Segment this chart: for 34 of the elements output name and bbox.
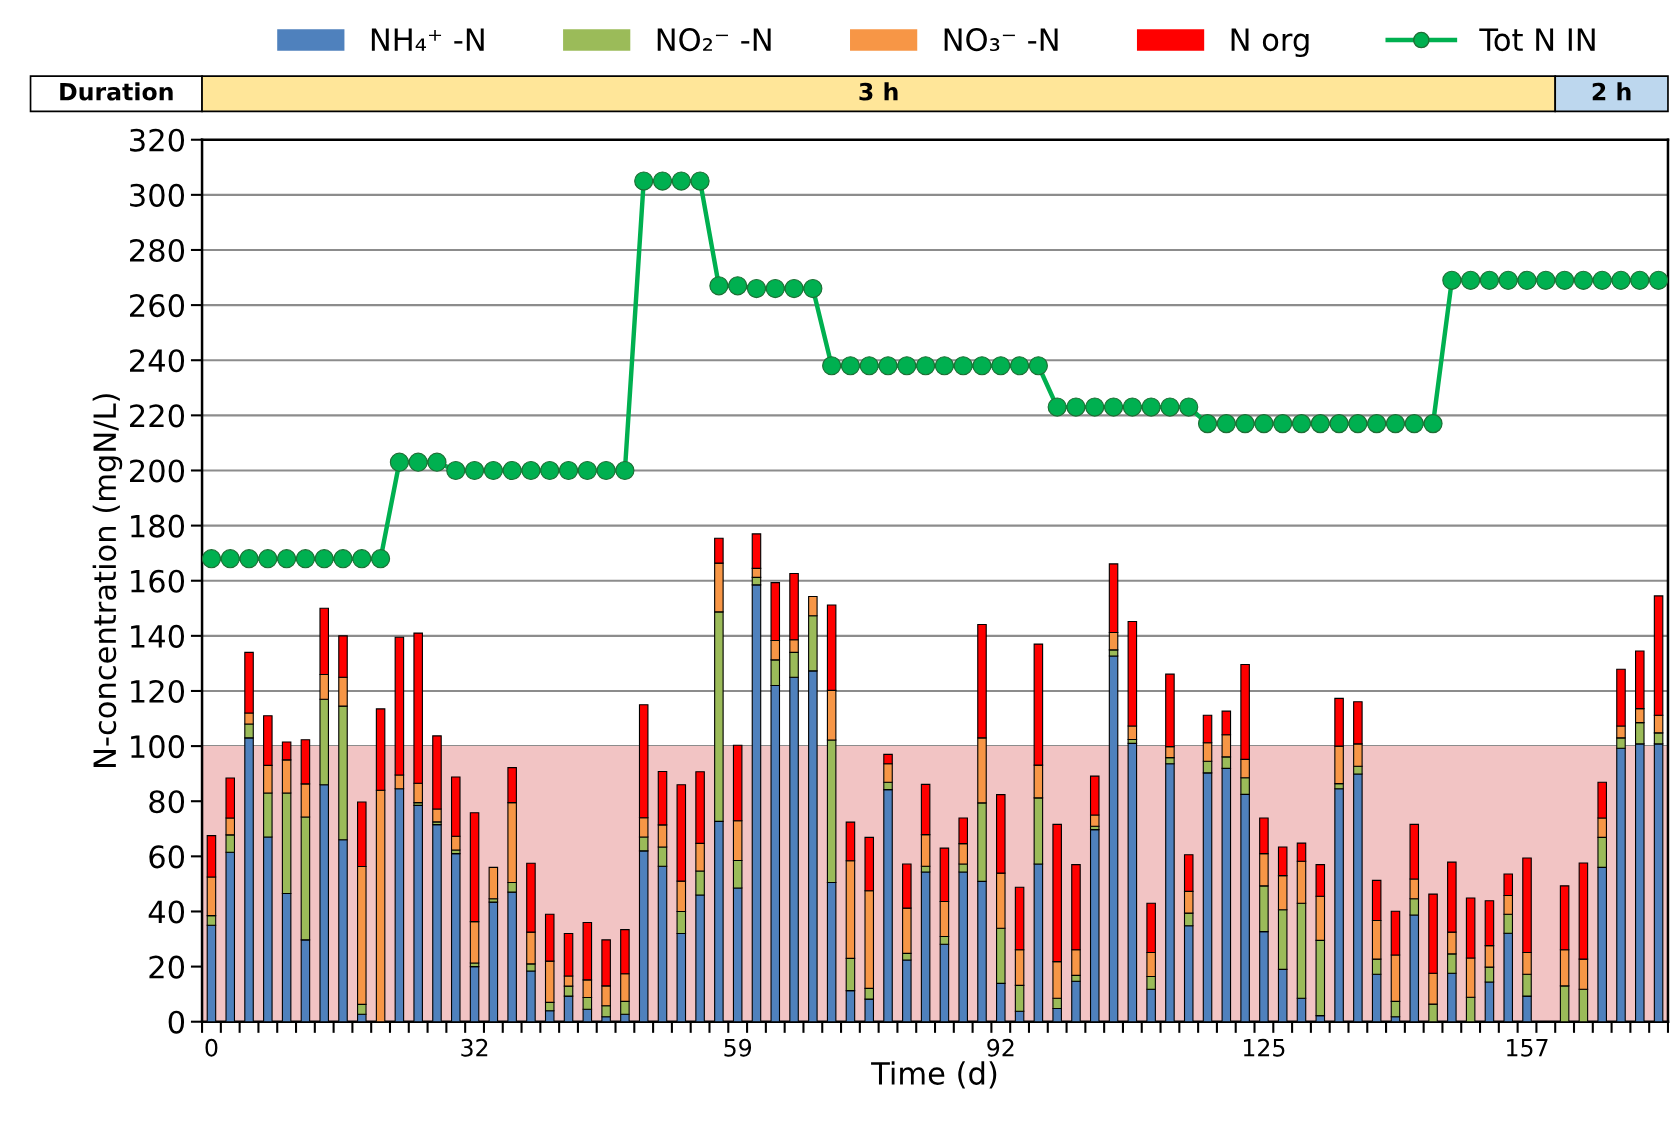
x-tick-label: 32 — [461, 1038, 488, 1057]
y-tick-label: 120 — [131, 679, 185, 704]
y-tick-label: 240 — [130, 349, 185, 373]
y-tick-label: 20 — [149, 955, 185, 979]
text: Duration — [60, 82, 173, 101]
y-tick-label: 40 — [148, 900, 185, 924]
x-tick-label: 125 — [1243, 1038, 1285, 1057]
legend-label: NO₂⁻ -N — [657, 28, 771, 52]
y-tick-label: 100 — [131, 735, 185, 759]
y-tick-label: 300 — [130, 183, 185, 207]
y-tick-label: 260 — [130, 294, 185, 318]
y-tick-label: 140 — [131, 624, 185, 648]
y-tick-label: 160 — [131, 569, 185, 593]
x-tick-label: 157 — [1507, 1039, 1548, 1057]
y-tick-label: 80 — [149, 790, 185, 814]
text: 3 h — [859, 82, 898, 101]
y-tick-label: 60 — [149, 845, 185, 869]
x-tick-label: 59 — [724, 1038, 752, 1057]
bar — [488, 866, 499, 900]
x-axis-title: Time (d) — [871, 1061, 997, 1089]
x-tick-label: 0 — [205, 1038, 218, 1057]
y-tick-label: 220 — [130, 404, 185, 428]
legend-label: NO₃⁻ -N — [944, 28, 1058, 52]
y-tick-label: 280 — [130, 238, 185, 263]
x-tick-label: 92 — [987, 1038, 1014, 1057]
legend-label: NH₄⁺ -N — [371, 28, 484, 51]
y-tick-label: 180 — [131, 514, 185, 538]
y-tick-label: 0 — [168, 1010, 185, 1034]
text: 2 h — [1592, 82, 1631, 101]
legend-label: N org — [1231, 28, 1309, 58]
y-axis-title: N-concentration (mgN/L) — [92, 394, 123, 767]
legend-label: Tot N IN — [1479, 28, 1595, 52]
y-tick-label: 320 — [130, 128, 185, 152]
y-tick-label: 200 — [130, 459, 185, 483]
